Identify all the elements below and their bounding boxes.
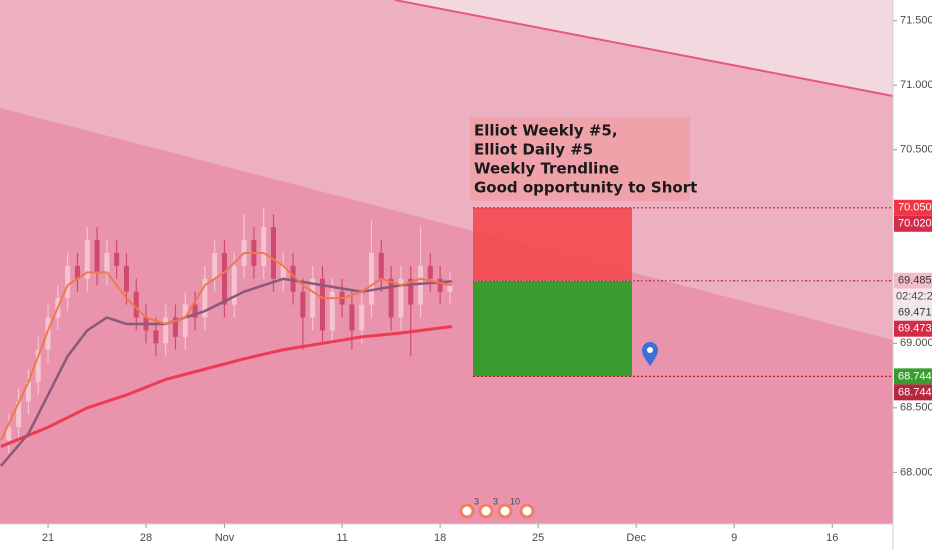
price-label: 70.020: [898, 218, 932, 230]
candle-body: [84, 240, 90, 279]
x-tick-label: 25: [532, 532, 544, 544]
candle-body: [310, 278, 316, 318]
plot-layer: [0, 207, 893, 467]
event-count: 10: [510, 496, 520, 506]
x-tick-label: 9: [731, 532, 737, 544]
candle-body: [398, 278, 404, 318]
candle-body: [163, 317, 169, 344]
candle-body: [427, 265, 433, 279]
countdown: 02:42:28: [896, 291, 932, 303]
event-marker[interactable]: [519, 503, 535, 519]
y-tick-label: 69.000: [900, 337, 932, 349]
moving-average: [0, 325, 453, 448]
x-tick-label: 21: [42, 532, 54, 544]
candle-body: [388, 278, 394, 318]
candle-body: [133, 291, 139, 318]
x-tick-label: 11: [336, 532, 347, 544]
annotation-line: Weekly Trendline: [474, 160, 619, 178]
candle-body: [437, 278, 443, 292]
y-tick-label: 68.500: [900, 402, 932, 414]
countdown-bg: [894, 288, 932, 305]
annotation-line: Elliot Weekly #5,: [474, 122, 618, 140]
candle-body: [349, 304, 355, 331]
candle-body: [359, 304, 365, 331]
target-zone: [473, 280, 632, 377]
candle-body: [290, 265, 296, 292]
candle-body: [221, 252, 227, 305]
candle-body: [212, 252, 218, 279]
price-label-bg: [894, 384, 932, 401]
price-label: 68.744: [898, 370, 932, 382]
event-markers: 3 3 10: [459, 496, 535, 519]
price-label: 70.050: [898, 202, 932, 214]
map-pin[interactable]: [642, 342, 658, 366]
trend-zone: [0, 0, 893, 340]
event-count: 3: [493, 496, 498, 506]
price-label-bg: [894, 272, 932, 289]
x-axis-area: [0, 524, 893, 550]
stop-zone: [473, 207, 632, 281]
candle-body: [447, 285, 453, 292]
price-label-bg: [894, 215, 932, 232]
price-label: 69.473: [898, 323, 932, 335]
price-label: 68.744: [898, 386, 932, 398]
candle-body: [261, 227, 267, 266]
candle-body: [202, 278, 208, 318]
annotation-line: Elliot Daily #5: [474, 141, 593, 159]
x-tick-label: 18: [434, 532, 446, 544]
candle-body: [16, 401, 22, 428]
candle-body: [35, 349, 41, 383]
price-label-bg: [894, 320, 932, 337]
candle-body: [329, 291, 335, 331]
event-count: 3: [474, 496, 479, 506]
price-label-bg: [894, 304, 932, 321]
candle-body: [6, 427, 12, 441]
x-tick-label: 16: [826, 532, 838, 544]
trendline: [394, 0, 894, 97]
price-label: 69.471: [898, 307, 932, 319]
candle-body: [94, 240, 100, 273]
candle-body: [65, 265, 71, 299]
candle-body: [104, 252, 110, 273]
y-tick-label: 71.000: [900, 79, 932, 91]
candle-body: [369, 252, 375, 305]
candle-body: [270, 227, 276, 279]
price-label-bg: [894, 368, 932, 385]
candle-body: [123, 265, 129, 292]
candle-body: [378, 252, 384, 279]
candle-body: [182, 304, 188, 337]
candle-body: [114, 252, 120, 266]
moving-average: [0, 251, 453, 441]
annotation-line: Good opportunity to Short: [474, 179, 697, 197]
price-label-bg: [894, 199, 932, 216]
x-tick-label: Nov: [215, 532, 235, 544]
candle-body: [74, 265, 80, 279]
x-tick-label: Dec: [626, 532, 646, 544]
candle-body: [319, 278, 325, 331]
event-marker[interactable]: [478, 503, 494, 519]
event-marker[interactable]: [497, 503, 513, 519]
candle-body: [300, 291, 306, 318]
annotation-box: [470, 117, 690, 201]
candle-body: [231, 265, 237, 305]
candle-body: [192, 304, 198, 318]
candle-body: [45, 317, 51, 350]
map-pin-dot: [647, 347, 653, 353]
price-label: 69.485: [898, 275, 932, 287]
candle-body: [25, 382, 31, 402]
x-tick-label: 28: [140, 532, 152, 544]
y-tick-label: 70.500: [900, 144, 932, 156]
candle-body: [172, 317, 178, 337]
candle-body: [280, 265, 286, 279]
y-tick-label: 71.500: [900, 15, 932, 27]
event-marker[interactable]: [459, 503, 475, 519]
y-tick-label: 68.000: [900, 466, 932, 478]
candle-body: [153, 330, 159, 344]
candle-body: [418, 265, 424, 305]
candle-body: [408, 278, 414, 305]
